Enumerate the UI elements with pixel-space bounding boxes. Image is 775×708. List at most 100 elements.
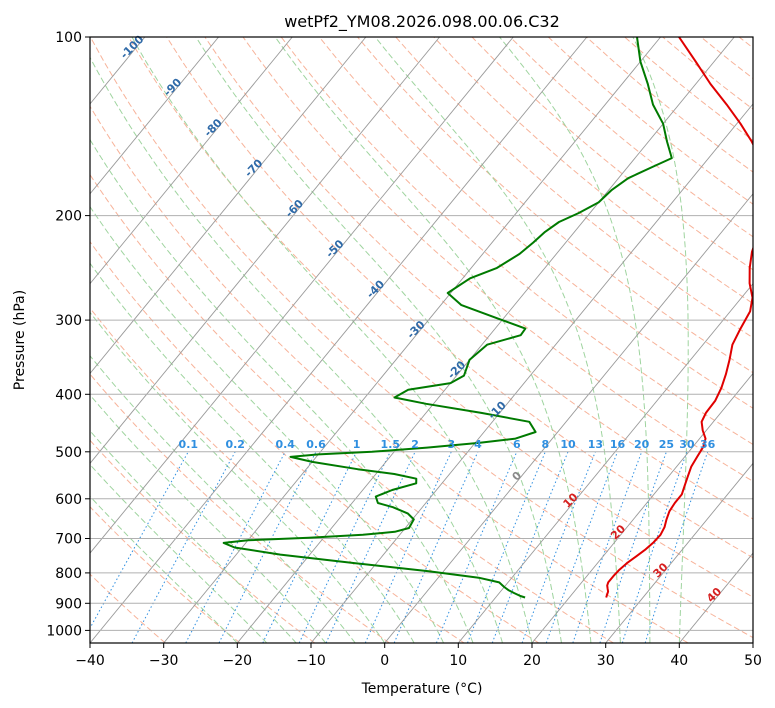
mixing-ratio-label: 20 — [634, 438, 650, 451]
mixing-ratio-line — [90, 451, 189, 630]
dry-adiabat-line — [90, 240, 540, 643]
x-axis: −40 −30 −20 −10 0 10 20 30 40 50 — [75, 643, 762, 669]
isotherm-label: 0 — [510, 469, 525, 484]
dry-adiabat-line — [90, 105, 689, 643]
mixing-ratio-label: 6 — [513, 438, 521, 451]
x-tick-label: −40 — [75, 653, 105, 669]
moist-adiabat-line — [195, 37, 562, 643]
dry-adiabat-label: 10 — [561, 490, 581, 510]
isotherm-label: -10 — [486, 399, 509, 422]
mixing-ratio-label: 25 — [659, 438, 674, 451]
mixing-ratio-label: 8 — [541, 438, 549, 451]
mixing-ratio-label: 1 — [353, 438, 361, 451]
dry-adiabat-line — [357, 37, 753, 374]
y-tick-label: 100 — [55, 30, 82, 46]
dry-adiabat-line — [242, 37, 753, 482]
mixing-ratio-label: 13 — [588, 438, 603, 451]
moist-adiabat-line — [90, 138, 474, 643]
y-axis: 100 200 300 400 500 600 700 800 900 1000 — [46, 30, 90, 639]
mixing-ratio-label: 10 — [560, 438, 576, 451]
plot-frame — [89, 36, 754, 644]
y-tick-label: 1000 — [46, 623, 82, 639]
background-lines — [0, 37, 753, 643]
mixing-ratio-label: 0.6 — [306, 438, 326, 451]
mixing-ratio-line — [262, 451, 358, 643]
mixing-ratio-label: 3 — [447, 438, 455, 451]
pressure-gridlines — [90, 37, 753, 631]
mixing-ratio-line — [521, 451, 596, 643]
isotherm-line — [90, 37, 440, 465]
isotherm-label: -20 — [445, 358, 468, 381]
mixing-ratio-line — [572, 451, 643, 643]
mixing-ratio-line — [621, 451, 688, 643]
dry-adiabat-line — [547, 37, 753, 205]
isotherm-line — [163, 37, 661, 643]
dry-adiabat-line — [90, 37, 753, 639]
mixing-ratio-label: 0.1 — [179, 438, 199, 451]
mixing-ratio-label: 36 — [700, 438, 716, 451]
moist-adiabat-line — [90, 56, 503, 643]
dry-adiabat-label: 30 — [651, 560, 671, 580]
x-tick-label: −10 — [296, 653, 326, 669]
series-layer — [222, 37, 753, 599]
moist-adiabat-line — [90, 430, 297, 643]
mixing-ratio-line — [491, 451, 569, 643]
moist-adiabat-line — [90, 205, 445, 643]
isotherm-label: -40 — [364, 277, 387, 300]
dry-adiabat-line — [90, 439, 316, 643]
isotherm-label: -30 — [404, 318, 427, 341]
y-tick-label: 900 — [55, 596, 82, 612]
dry-adiabat-line — [280, 37, 753, 445]
dry-adiabat-line — [395, 37, 753, 339]
dry-adiabat-line — [700, 37, 753, 79]
x-tick-label: 50 — [744, 653, 762, 669]
dry-adiabat-line — [471, 37, 753, 271]
mixing-ratio-label: 0.2 — [225, 438, 245, 451]
dry-adiabat-line — [90, 506, 241, 643]
isotherm-label: -50 — [323, 237, 346, 260]
isotherm-line — [531, 372, 753, 643]
temperature-line — [605, 37, 753, 598]
moist-adiabat-line — [90, 394, 327, 643]
y-tick-label: 600 — [55, 492, 82, 508]
isotherm-line — [90, 37, 588, 643]
x-axis-label: Temperature (°C) — [361, 681, 483, 697]
mixing-ratio-line — [644, 451, 709, 643]
y-tick-label: 300 — [55, 313, 82, 329]
isotherm-line — [605, 462, 753, 643]
dry-adiabat-line — [662, 37, 753, 110]
isotherm-line — [0, 37, 71, 643]
dry-adiabat-line — [90, 373, 390, 643]
x-tick-label: 10 — [449, 653, 467, 669]
dry-adiabat-line — [128, 37, 753, 598]
moist-adiabat-line — [131, 37, 533, 643]
dry-adiabat-line — [90, 173, 614, 643]
mixing-ratio-label: 0.4 — [275, 438, 295, 451]
isotherm-line — [90, 37, 367, 375]
y-tick-label: 400 — [55, 387, 82, 403]
isotherm-label: -80 — [202, 116, 225, 139]
moist-adiabat-line — [499, 37, 651, 643]
y-tick-label: 200 — [55, 209, 82, 225]
moist-adiabat-line — [632, 37, 689, 643]
x-tick-label: −20 — [223, 653, 253, 669]
mixing-ratio-label: 2 — [411, 438, 419, 451]
x-tick-label: 40 — [670, 653, 688, 669]
moist-adiabat-line — [374, 37, 621, 643]
isotherm-line — [310, 103, 753, 643]
dry-adiabat-line — [433, 37, 753, 305]
isotherm-line — [90, 37, 219, 195]
chart-title: wetPf2_YM08.2026.098.00.06.C32 — [284, 12, 560, 32]
moist-adiabat-line — [90, 262, 415, 643]
isotherm-line — [752, 642, 753, 643]
y-tick-label: 800 — [55, 566, 82, 582]
isotherm-line — [90, 37, 293, 285]
moist-adiabat-line — [90, 463, 268, 643]
isotherm-line — [236, 37, 735, 643]
mixing-ratio-label: 16 — [610, 438, 626, 451]
mixing-ratio-line — [545, 451, 618, 643]
moist-adiabat-line — [274, 37, 592, 643]
dry-adiabat-line — [166, 37, 753, 559]
isotherm-line — [457, 282, 753, 643]
